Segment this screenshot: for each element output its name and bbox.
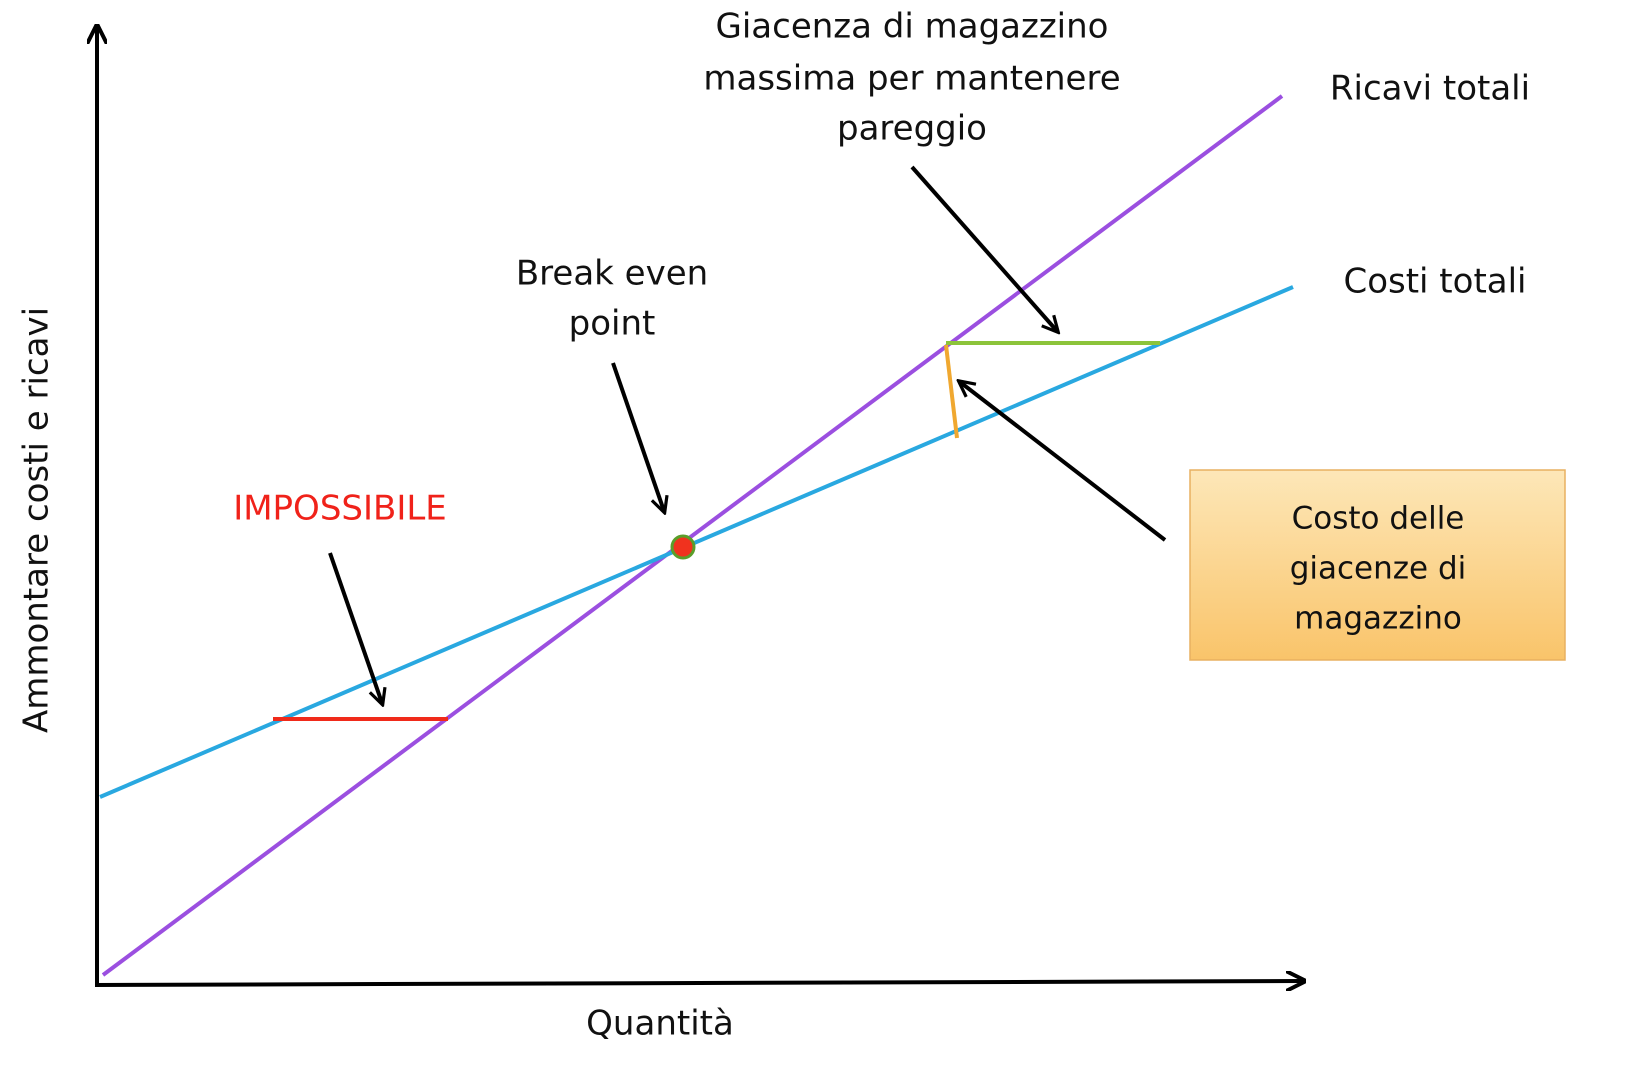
box-text: Costo delle [1292, 501, 1465, 537]
arrow [960, 382, 1167, 542]
annotation: pareggio [837, 109, 987, 149]
annotation: Giacenza di magazzino [716, 7, 1109, 47]
arrow [910, 165, 1057, 331]
box-text: magazzino [1294, 601, 1462, 637]
annotation: point [569, 304, 656, 344]
cost-label: Costi totali [1343, 262, 1526, 302]
stock-cost-segment [944, 344, 959, 439]
annotation: Break even [516, 254, 708, 294]
arrow [328, 552, 382, 703]
arrow [611, 362, 664, 511]
box-text: giacenze di [1290, 551, 1467, 587]
impossible-label: IMPOSSIBILE [233, 489, 447, 529]
y-axis-label: Ammontare costi e ricavi [17, 307, 57, 733]
x-axis-label: Quantità [586, 1004, 734, 1044]
x-axis [94, 981, 1302, 985]
annotation: massima per mantenere [703, 59, 1120, 99]
break-even-point [670, 534, 696, 560]
cost-line [99, 285, 1294, 799]
revenue-line [101, 94, 1284, 977]
revenue-label: Ricavi totali [1330, 69, 1530, 109]
info-box [1189, 469, 1566, 661]
